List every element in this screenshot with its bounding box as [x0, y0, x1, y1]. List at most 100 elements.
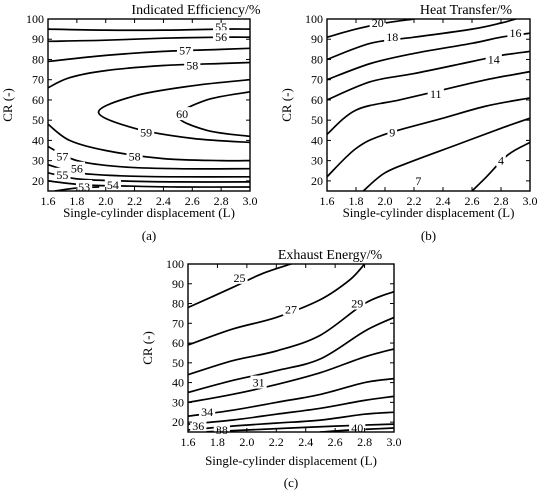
contour-label-bg	[174, 107, 191, 121]
plot-frame	[47, 18, 251, 192]
contour-label-bg	[496, 153, 506, 167]
chart-title: Indicated Efficiency/%	[131, 3, 261, 18]
plot-frame	[326, 18, 531, 192]
contour-line	[188, 264, 292, 309]
y-tick-label: 80	[32, 52, 44, 66]
x-tick-label: 2.8	[494, 194, 509, 208]
y-axis-label: CR (-)	[0, 88, 15, 122]
y-tick-label: 50	[172, 356, 184, 370]
contour-label: 11	[430, 87, 442, 101]
x-tick-label: 2.2	[269, 435, 284, 449]
contour-line	[362, 117, 530, 191]
contour-line	[188, 377, 394, 418]
contour-label-bg	[184, 58, 201, 72]
contour-line	[188, 264, 366, 346]
contour-line	[48, 28, 250, 32]
contour-label: 54	[107, 178, 119, 192]
contour-label: 9	[389, 125, 395, 139]
y-tick-label: 60	[172, 336, 184, 350]
panel-caption: (b)	[421, 228, 436, 243]
y-tick-label: 30	[172, 395, 184, 409]
y-tick-label: 90	[32, 32, 44, 46]
x-tick-label: 2.0	[98, 194, 113, 208]
x-tick-label: 3.0	[523, 194, 538, 208]
y-tick-label: 60	[311, 93, 323, 107]
x-tick-label: 2.2	[127, 194, 142, 208]
contour-label: 38	[216, 423, 228, 437]
panel-caption: (c)	[284, 475, 298, 490]
y-tick-label: 20	[172, 415, 184, 429]
contour-label-bg	[384, 30, 401, 44]
contour-label: 53	[78, 180, 90, 194]
x-tick-label: 1.8	[69, 194, 84, 208]
contour-label-bg	[231, 270, 248, 284]
x-tick-label: 2.0	[239, 435, 254, 449]
contour-label: 57	[179, 43, 191, 57]
contour-line	[48, 36, 250, 43]
x-tick-label: 2.4	[298, 435, 313, 449]
contour-line	[188, 290, 394, 376]
contour-label: 40	[351, 421, 363, 435]
y-tick-label: 40	[172, 376, 184, 390]
contour-line	[97, 78, 250, 144]
contour-label: 20	[372, 16, 384, 30]
contour-label: 58	[186, 59, 198, 73]
contour-label: 36	[192, 419, 204, 433]
contour-label-bg	[387, 125, 398, 139]
contour-label: 29	[351, 297, 363, 311]
y-axis-label: CR (-)	[140, 331, 155, 365]
contour-line	[327, 50, 530, 101]
contour-line	[188, 395, 394, 425]
x-tick-label: 2.4	[436, 194, 451, 208]
chart-title: Exhaust Energy/%	[278, 248, 383, 263]
y-tick-label: 30	[311, 154, 323, 168]
y-tick-label: 100	[26, 12, 44, 26]
contour-label: 27	[285, 302, 297, 316]
contour-label-bg	[75, 179, 93, 193]
contour-label-bg	[54, 149, 71, 163]
contour-line	[48, 47, 250, 63]
x-tick-label: 3.0	[387, 435, 402, 449]
x-tick-label: 2.0	[378, 194, 393, 208]
contour-label-bg	[282, 302, 300, 316]
contour-line	[327, 19, 517, 61]
contour-label: 18	[386, 30, 398, 44]
contour-label-bg	[213, 30, 230, 44]
y-tick-label: 100	[305, 12, 323, 26]
contour-label: 16	[510, 26, 522, 40]
contour-line	[48, 61, 250, 89]
contour-label-bg	[427, 86, 444, 100]
contour-label-bg	[349, 296, 366, 310]
x-tick-label: 1.6	[41, 194, 56, 208]
y-tick-label: 40	[32, 133, 44, 147]
contour-label: 25	[234, 271, 246, 285]
x-tick-label: 1.8	[210, 435, 225, 449]
contour-label-bg	[199, 405, 216, 419]
contour-label: 56	[215, 30, 227, 44]
contour-label-bg	[485, 52, 502, 66]
contour-label-bg	[138, 125, 155, 139]
contour-label: 4	[498, 154, 504, 168]
contour-label: 14	[488, 52, 500, 66]
contour-lines	[327, 19, 530, 191]
contour-label: 34	[201, 405, 213, 419]
contour-line	[327, 97, 530, 178]
contour-line	[188, 316, 394, 394]
x-tick-label: 2.8	[214, 194, 229, 208]
contour-label: 58	[129, 150, 141, 164]
contour-label-bg	[507, 26, 524, 40]
x-tick-label: 2.6	[185, 194, 200, 208]
contour-label: 59	[140, 125, 152, 139]
contour-label: 60	[176, 107, 188, 121]
y-tick-label: 30	[32, 154, 44, 168]
x-tick-label: 1.6	[181, 435, 196, 449]
y-tick-label: 20	[311, 174, 323, 188]
contour-label: 31	[253, 376, 265, 390]
x-axis-label: Single-cylinder displacement (L)	[63, 205, 235, 220]
x-axis-label: Single-cylinder displacement (L)	[205, 453, 377, 468]
contour-label: 7	[415, 174, 421, 188]
